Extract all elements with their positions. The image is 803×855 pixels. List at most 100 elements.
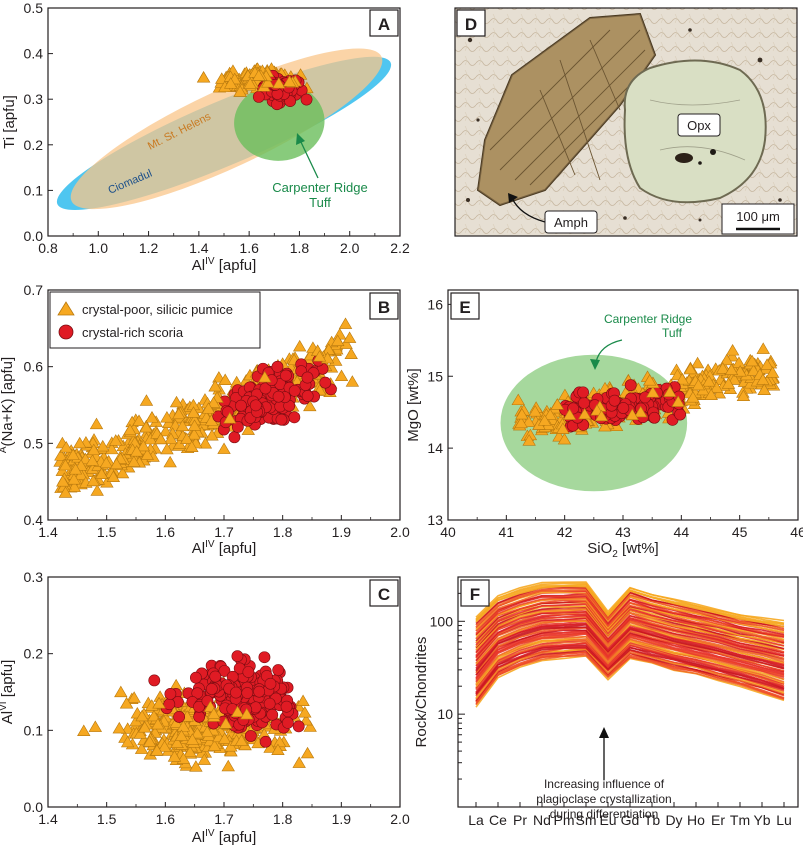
scoria-point <box>617 402 630 414</box>
pumice-point <box>160 442 174 455</box>
pumice-point <box>344 347 358 360</box>
pumice-point <box>54 449 68 461</box>
scoria-point <box>209 670 222 683</box>
pumice-point <box>201 402 216 414</box>
scoria-point <box>259 382 272 395</box>
pumice-point <box>143 432 158 445</box>
ree-pattern-line <box>475 583 785 625</box>
panel-c-points <box>77 650 317 772</box>
ree-pattern-line <box>475 610 785 654</box>
pumice-point <box>303 399 317 412</box>
pumice-point <box>198 437 213 449</box>
scoria-point <box>190 671 202 684</box>
panel-a: 0.8 1.0 1.2 1.4 1.6 1.8 2.0 2.2 0.0 0.1 0.2 0.3 0.4 0… <box>1 0 410 274</box>
pumice-point <box>109 434 123 446</box>
pumice-point <box>87 443 101 456</box>
pumice-point <box>187 419 202 431</box>
y-tick-label: 100 <box>430 613 454 629</box>
scoria-point <box>624 379 637 392</box>
pumice-point <box>56 475 70 487</box>
pumice-point <box>511 393 525 406</box>
panel-e-ticks: 40 41 42 43 44 45 46 13 14 15 16 <box>427 296 803 540</box>
ree-pattern-line <box>475 647 785 697</box>
pumice-point <box>252 69 266 81</box>
scoria-point <box>252 91 265 103</box>
pumice-point <box>186 406 201 418</box>
x-tick-label-eu: Eu <box>599 812 616 828</box>
x-tick-label-gd: Gd <box>621 812 640 828</box>
scale-bar-label: 100 μm <box>736 209 780 224</box>
pumice-point <box>94 467 109 480</box>
panel-c-label-box: C <box>369 579 399 607</box>
e-field-label-line-2: Tuff <box>662 326 683 340</box>
panel-a-label-box: A <box>369 9 399 37</box>
pumice-point <box>136 439 151 452</box>
pumice-point <box>745 354 759 367</box>
pumice-point <box>258 370 272 383</box>
scoria-point <box>292 720 305 733</box>
pumice-point <box>342 331 357 343</box>
pumice-point <box>139 394 154 406</box>
pumice-point <box>690 356 705 369</box>
pumice-point <box>557 432 572 445</box>
panel-f-annotation: Increasing influence of plagioclase crys… <box>536 727 672 821</box>
pumice-point <box>721 377 736 389</box>
pumice-point <box>127 691 141 703</box>
scoria-point <box>242 666 255 678</box>
y-tick-label: 0.3 <box>24 569 44 585</box>
pumice-point <box>197 753 212 765</box>
y-tick-label: 0.1 <box>24 722 44 738</box>
pumice-point <box>176 720 191 732</box>
amphibole-cleavage <box>489 29 646 186</box>
legend: crystal-poor, silicic pumice crystal-ric… <box>49 291 261 349</box>
y-tick-label: 0.5 <box>24 435 44 451</box>
panel-c-xlabel: AlIV [apfu] <box>192 828 257 846</box>
x-tick-label: 1.7 <box>214 811 234 827</box>
x-tick-label: 1.2 <box>139 240 159 256</box>
pumice-point <box>183 745 197 758</box>
field-label-crt-line-2: Tuff <box>309 195 331 210</box>
scoria-point <box>258 651 271 664</box>
y-tick-label: 0.5 <box>24 0 44 16</box>
scoria-point <box>218 665 231 677</box>
pumice-point <box>217 442 231 454</box>
pumice-point <box>330 334 345 347</box>
pumice-point <box>154 432 168 445</box>
pumice-point <box>634 405 648 418</box>
pumice-point <box>756 373 770 385</box>
pumice-point <box>272 77 286 89</box>
pumice-point <box>223 412 237 424</box>
pumice-point <box>185 733 200 745</box>
pumice-point <box>300 746 315 759</box>
pumice-point <box>683 362 698 375</box>
scoria-point <box>231 421 244 433</box>
pumice-point <box>85 454 100 466</box>
panel-b-points <box>53 317 360 498</box>
pumice-point <box>663 385 677 397</box>
scoria-point <box>148 674 161 687</box>
x-tick-label: 1.5 <box>97 524 117 540</box>
pumice-point <box>756 342 770 354</box>
x-tick-label: 1.8 <box>290 240 310 256</box>
x-tick-label: 1.9 <box>332 811 352 827</box>
scoria-point <box>266 708 279 721</box>
ree-pattern-line <box>475 635 785 684</box>
scoria-point <box>271 360 284 373</box>
panel-b: 1.4 1.5 1.6 1.7 1.8 1.9 2.0 0.4 0.5 0.6 0.7 B crys… <box>0 282 410 557</box>
pumice-point <box>312 350 327 362</box>
ree-pattern-line <box>475 599 785 643</box>
pumice-point <box>217 732 232 744</box>
ree-pattern-line <box>475 607 785 650</box>
ree-pattern-line <box>475 592 785 636</box>
pumice-point <box>704 388 718 400</box>
scoria-point <box>259 735 272 748</box>
scoria-point <box>319 376 332 389</box>
pumice-point <box>691 378 706 391</box>
pumice-point <box>190 726 205 739</box>
pumice-point <box>345 375 360 387</box>
panel-c-label: C <box>378 585 390 604</box>
pumice-point <box>205 429 219 441</box>
x-tick-label-tb: Tb <box>644 812 661 828</box>
x-tick-label: 0.8 <box>38 240 58 256</box>
scoria-point <box>280 369 292 382</box>
